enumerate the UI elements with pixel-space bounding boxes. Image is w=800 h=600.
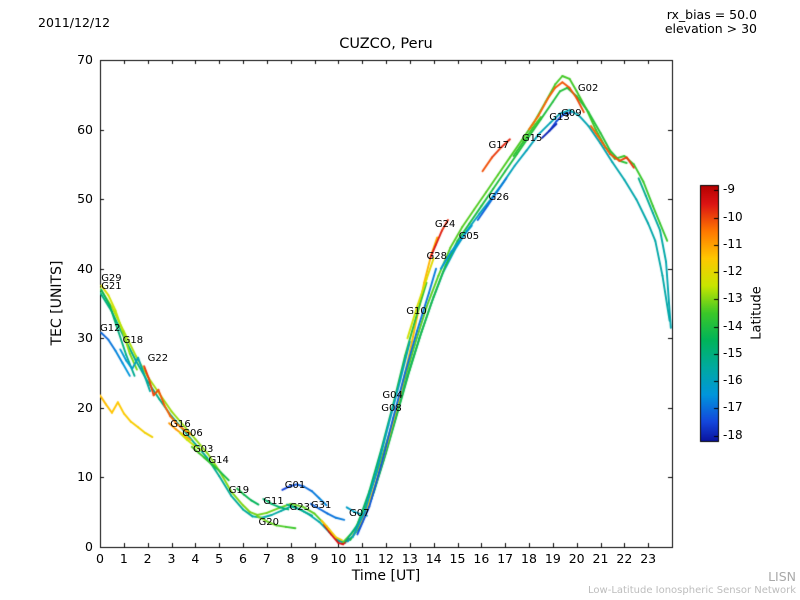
- colorbar-tick-label: -9: [723, 182, 735, 197]
- track-label-G21: G21: [101, 280, 122, 292]
- track-label-G14: G14: [208, 454, 229, 466]
- colorbar-tick-label: -10: [723, 209, 743, 224]
- track-label-G06: G06: [182, 427, 203, 439]
- track-label-G31: G31: [310, 499, 332, 511]
- colorbar-tick-label: -11: [723, 236, 743, 251]
- y-tick-label: 10: [77, 469, 93, 485]
- x-tick-label: 2: [143, 551, 152, 566]
- x-tick-label: 15: [449, 551, 466, 566]
- x-tick-label: 20: [568, 551, 585, 566]
- track-label-G10: G10: [406, 305, 427, 317]
- y-tick-label: 20: [77, 399, 93, 415]
- track-label-G16: G16: [170, 418, 191, 430]
- y-tick-label: 30: [77, 330, 93, 346]
- track-label-G04: G04: [382, 389, 403, 401]
- x-tick-label: 21: [592, 551, 609, 566]
- colorbar-tick-label: -16: [723, 373, 743, 388]
- x-tick-label: 22: [616, 551, 633, 566]
- x-tick-label: 0: [96, 551, 104, 566]
- x-tick-label: 1: [119, 551, 128, 566]
- y-tick-label: 40: [77, 260, 93, 276]
- x-tick-label: 17: [497, 551, 514, 566]
- x-tick-label: 6: [239, 551, 247, 566]
- watermark-lisn: LISN: [768, 569, 796, 584]
- track-label-G01: G01: [284, 479, 306, 491]
- y-tick-label: 60: [77, 121, 93, 137]
- track-label-G07: G07: [349, 507, 370, 519]
- x-tick-label: 18: [521, 551, 537, 566]
- colorbar-tick-label: -15: [723, 345, 743, 360]
- track-label-G12: G12: [100, 322, 121, 334]
- colorbar-tick-label: -18: [723, 427, 743, 442]
- track-label-G13: G13: [549, 112, 570, 124]
- x-tick-label: 3: [167, 551, 176, 566]
- track-label-G09: G09: [561, 107, 582, 119]
- rx-bias-label: rx_bias = 50.0: [666, 7, 757, 22]
- track-label-G23: G23: [289, 501, 310, 513]
- y-tick-label: 70: [77, 52, 93, 67]
- track-label-G02: G02: [577, 82, 599, 94]
- colorbar-tick-label: -13: [723, 291, 743, 306]
- x-tick-label: 12: [378, 551, 394, 566]
- track-label-G05: G05: [458, 230, 480, 242]
- colorbar-tick-label: -14: [723, 318, 743, 333]
- watermark-network-name: Low-Latitude Ionospheric Sensor Network: [588, 585, 796, 596]
- x-tick-label: 7: [262, 551, 271, 566]
- track-label-G17: G17: [488, 140, 509, 152]
- track-label-G11: G11: [263, 496, 284, 508]
- track-label-G19: G19: [228, 484, 250, 496]
- track-label-G22: G22: [147, 353, 169, 365]
- colorbar-tick-label: -17: [723, 400, 743, 415]
- y-tick-label: 50: [77, 191, 93, 207]
- x-axis-label: Time [UT]: [351, 568, 421, 584]
- x-tick-label: 11: [354, 551, 371, 566]
- track-label-G03: G03: [192, 444, 214, 456]
- track-label-G26: G26: [488, 191, 509, 203]
- chart-title: CUZCO, Peru: [339, 36, 433, 52]
- elevation-filter-label: elevation > 30: [664, 21, 757, 36]
- x-tick-label: 23: [640, 551, 657, 566]
- track-label-G18: G18: [122, 335, 144, 347]
- x-tick-label: 10: [330, 551, 347, 566]
- x-tick-label: 16: [473, 551, 490, 566]
- x-tick-label: 13: [401, 551, 418, 566]
- track-label-G24: G24: [434, 218, 456, 230]
- track-label-G15: G15: [521, 133, 543, 145]
- track-label-G29: G29: [101, 273, 122, 285]
- x-tick-label: 19: [544, 551, 561, 566]
- x-tick-label: 8: [286, 551, 295, 566]
- x-tick-label: 5: [215, 551, 224, 566]
- x-tick-label: 4: [191, 551, 200, 566]
- date-label: 2011/12/12: [38, 15, 111, 30]
- x-tick-label: 14: [425, 551, 442, 566]
- track-label-G20: G20: [258, 517, 279, 529]
- y-tick-label: 0: [85, 539, 93, 554]
- x-tick-label: 9: [310, 551, 319, 566]
- track-label-G28: G28: [426, 250, 447, 262]
- colorbar-tick-label: -12: [723, 264, 743, 279]
- track-label-G08: G08: [381, 403, 402, 415]
